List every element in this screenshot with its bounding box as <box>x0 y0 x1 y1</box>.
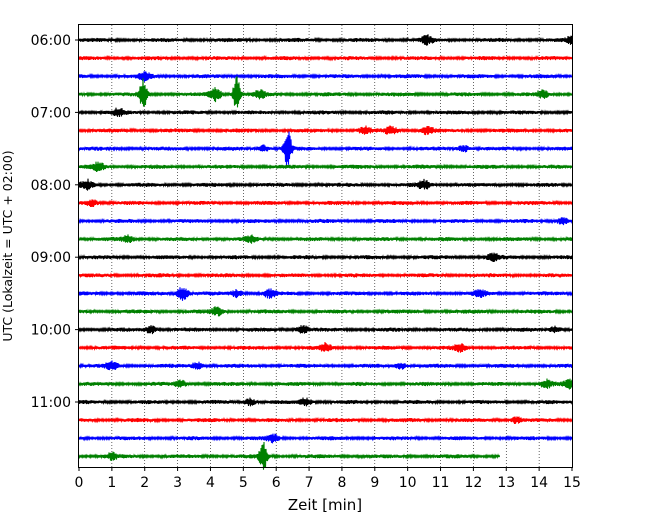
trace-0930 <box>78 287 573 301</box>
trace-1015 <box>78 341 573 353</box>
x-tick-label: 2 <box>140 475 149 491</box>
trace-0815 <box>78 199 573 208</box>
x-axis-label: Zeit [min] <box>288 496 362 514</box>
x-tick-label: 6 <box>272 475 281 491</box>
trace-0645 <box>78 76 573 108</box>
x-tick-label: 10 <box>399 475 417 491</box>
trace-0845 <box>78 234 573 244</box>
trace-0615 <box>78 54 573 62</box>
trace-0800 <box>78 178 573 191</box>
x-tick-label: 9 <box>370 475 379 491</box>
x-tick-label: 4 <box>206 475 215 491</box>
trace-1115 <box>78 416 573 424</box>
x-tick-label: 7 <box>305 475 314 491</box>
trace-0900 <box>78 252 573 263</box>
y-tick-label: 06:00 <box>31 33 71 49</box>
trace-0730 <box>78 131 573 166</box>
trace-1100 <box>78 397 573 407</box>
x-tick-label: 1 <box>107 475 116 491</box>
trace-0945 <box>78 306 573 317</box>
trace-0830 <box>78 217 573 226</box>
trace-0630 <box>78 71 573 82</box>
x-tick-label: 13 <box>497 475 515 491</box>
trace-1130 <box>78 433 573 444</box>
y-axis-label: UTC (Lokalzeit = UTC + 02:00) <box>0 150 15 341</box>
y-tick-label: 08:00 <box>31 178 71 194</box>
x-axis: 0 1 2 3 4 5 6 7 8 9 10 11 12 13 14 15 <box>75 467 581 491</box>
plot-frame <box>78 24 573 468</box>
trace-0715 <box>78 125 573 136</box>
trace-1045 <box>78 378 573 390</box>
y-tick-label: 11:00 <box>31 395 71 411</box>
trace-0700 <box>78 107 573 118</box>
x-tick-label: 12 <box>464 475 482 491</box>
trace-1145 <box>78 441 501 470</box>
x-tick-label: 11 <box>432 475 450 491</box>
x-tick-label: 5 <box>239 475 248 491</box>
traces-group <box>78 34 573 470</box>
x-tick-label: 14 <box>530 475 548 491</box>
y-tick-label: 09:00 <box>31 250 71 266</box>
y-axis: 06:00 07:00 08:00 09:00 10:00 11:00 <box>31 33 79 411</box>
trace-0745 <box>78 161 573 173</box>
trace-1030 <box>78 360 573 371</box>
trace-0915 <box>78 271 573 279</box>
x-tick-label: 0 <box>75 475 84 491</box>
x-tick-label: 3 <box>173 475 182 491</box>
y-tick-label: 10:00 <box>31 323 71 339</box>
trace-0600 <box>78 34 573 46</box>
y-tick-label: 07:00 <box>31 105 71 121</box>
trace-1000 <box>78 325 573 335</box>
x-tick-label: 8 <box>337 475 346 491</box>
x-tick-label: 15 <box>563 475 581 491</box>
